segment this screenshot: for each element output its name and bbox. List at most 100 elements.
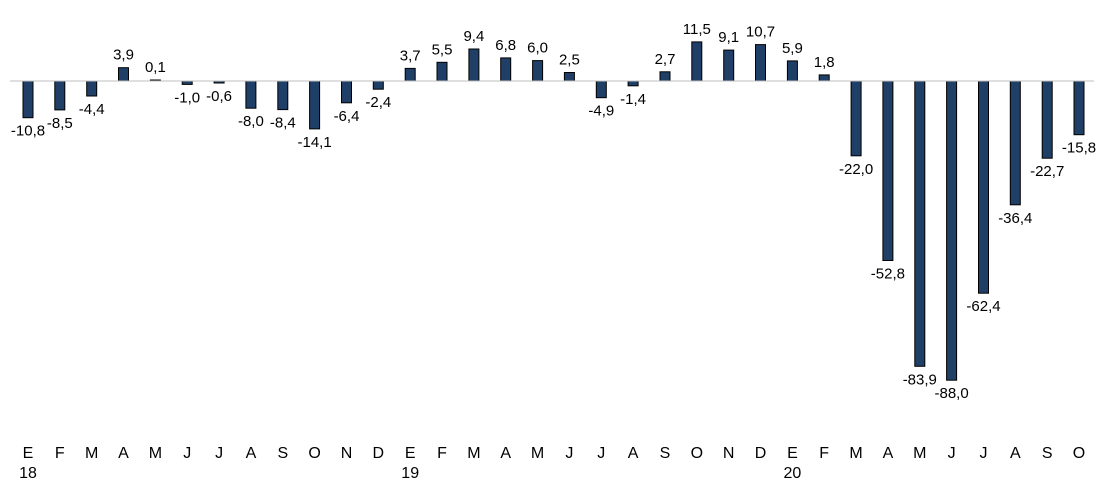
x-tick-label-30: J <box>980 445 988 462</box>
x-tick-label-25: F <box>819 445 829 462</box>
bar-2 <box>86 80 98 97</box>
data-label-29: -88,0 <box>934 385 968 402</box>
data-label-11: -2,4 <box>365 94 391 111</box>
bar-21 <box>691 41 703 82</box>
x-tick-label-24: E <box>787 445 798 462</box>
bar-30 <box>978 80 989 294</box>
bar-31 <box>1009 80 1021 206</box>
data-label-13: 5,5 <box>432 41 453 58</box>
bar-3 <box>118 67 129 82</box>
x-tick-label-7: A <box>246 445 257 462</box>
bar-1 <box>54 80 66 111</box>
bar-24 <box>786 60 798 82</box>
data-label-12: 3,7 <box>400 47 421 64</box>
x-tick-label-12: E <box>405 445 416 462</box>
x-tick-label-15: A <box>500 445 511 462</box>
bar-9 <box>309 80 321 130</box>
data-label-16: 6,0 <box>527 40 548 57</box>
year-label-2: 20 <box>784 465 802 481</box>
data-label-6: -0,6 <box>206 88 232 105</box>
bar-29 <box>946 80 958 381</box>
x-tick-label-3: A <box>118 445 129 462</box>
x-tick-label-28: M <box>913 445 926 462</box>
bar-11 <box>372 80 384 90</box>
x-tick-label-1: F <box>55 445 65 462</box>
data-label-1: -8,5 <box>47 115 73 132</box>
x-tick-label-13: F <box>437 445 447 462</box>
data-label-10: -6,4 <box>334 108 360 125</box>
data-label-18: -4,9 <box>588 103 614 120</box>
x-tick-label-29: J <box>948 445 956 462</box>
data-label-0: -10,8 <box>11 123 45 140</box>
x-tick-label-6: J <box>215 445 223 462</box>
x-tick-label-9: O <box>308 445 320 462</box>
x-tick-label-26: M <box>849 445 862 462</box>
data-label-14: 9,4 <box>463 28 484 45</box>
data-label-9: -14,1 <box>297 134 331 151</box>
bar-10 <box>341 80 352 104</box>
data-label-8: -8,4 <box>270 115 296 132</box>
x-tick-label-11: D <box>373 445 385 462</box>
data-label-19: -1,4 <box>620 91 646 108</box>
bar-33 <box>1073 80 1085 136</box>
data-label-7: -8,0 <box>238 113 264 130</box>
bar-5 <box>181 80 193 85</box>
bar-19 <box>627 80 639 87</box>
x-tick-label-23: D <box>755 445 767 462</box>
year-label-0: 18 <box>19 465 37 481</box>
year-label-1: 19 <box>401 465 419 481</box>
bar-23 <box>755 44 766 82</box>
x-tick-label-33: O <box>1073 445 1085 462</box>
data-label-4: 0,1 <box>145 59 166 76</box>
data-label-27: -52,8 <box>871 266 905 283</box>
bar-0 <box>22 80 34 119</box>
data-label-23: 10,7 <box>746 24 775 41</box>
x-tick-label-10: N <box>341 445 353 462</box>
x-tick-label-21: O <box>691 445 703 462</box>
x-tick-label-2: M <box>85 445 98 462</box>
bar-17 <box>563 72 575 82</box>
x-tick-label-19: A <box>628 445 639 462</box>
x-tick-label-22: N <box>723 445 735 462</box>
x-tick-label-18: J <box>597 445 605 462</box>
x-tick-label-27: A <box>883 445 894 462</box>
bar-15 <box>500 57 512 82</box>
bar-16 <box>532 60 544 82</box>
data-label-32: -22,7 <box>1030 163 1064 180</box>
bar-28 <box>914 80 926 367</box>
x-tick-label-5: J <box>183 445 191 462</box>
x-tick-label-31: A <box>1010 445 1021 462</box>
data-label-20: 2,7 <box>655 51 676 68</box>
data-label-30: -62,4 <box>966 298 1000 315</box>
x-tick-label-32: S <box>1042 445 1053 462</box>
bar-12 <box>404 67 416 82</box>
data-label-26: -22,0 <box>839 161 873 178</box>
data-label-31: -36,4 <box>998 210 1032 227</box>
bar-14 <box>468 48 480 82</box>
x-tick-label-4: M <box>149 445 162 462</box>
x-tick-label-14: M <box>467 445 480 462</box>
data-label-15: 6,8 <box>495 37 516 54</box>
data-label-5: -1,0 <box>174 89 200 106</box>
data-label-21: 11,5 <box>683 21 711 38</box>
x-tick-label-0: E <box>23 445 34 462</box>
data-label-28: -83,9 <box>903 371 937 388</box>
bar-7 <box>245 80 257 109</box>
data-label-25: 1,8 <box>814 54 835 71</box>
x-tick-label-20: S <box>660 445 671 462</box>
x-tick-label-16: M <box>531 445 544 462</box>
data-label-24: 5,9 <box>782 40 803 57</box>
bars-group <box>22 41 1085 381</box>
data-label-22: 9,1 <box>718 29 739 46</box>
data-label-2: -4,4 <box>79 101 105 118</box>
bar-18 <box>595 80 607 99</box>
x-tick-labels-group: E F M A M J J A S O N D E F M A M J J A S O N D E F M A M J J A S O 18 19 20 <box>19 445 1085 481</box>
x-tick-label-17: J <box>565 445 573 462</box>
bar-22 <box>723 49 735 82</box>
data-label-3: 3,9 <box>113 47 134 64</box>
bar-13 <box>436 61 448 82</box>
bar-25 <box>818 74 830 82</box>
data-labels-group: -10,8 -8,5 -4,4 3,9 0,1 -1,0 -0,6 -8,0 -8,4-14,1… <box>11 21 1096 402</box>
bar-26 <box>850 80 862 157</box>
